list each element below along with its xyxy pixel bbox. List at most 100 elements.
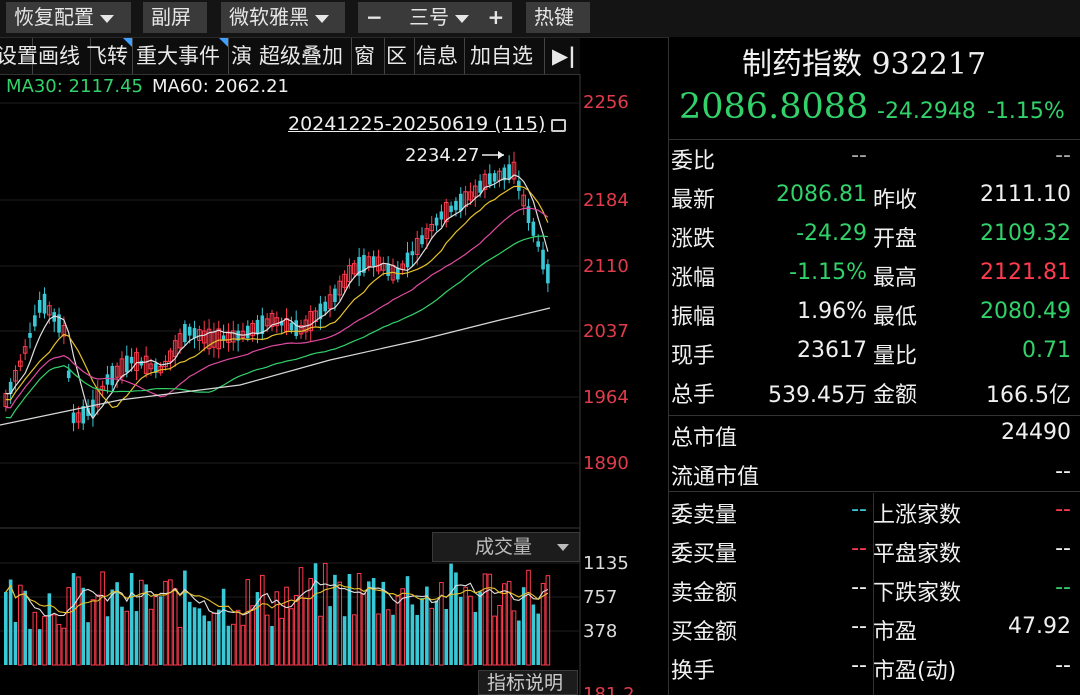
tab-add-watchlist[interactable]: 加自选 bbox=[470, 38, 545, 74]
stat-label: 最新 bbox=[671, 188, 716, 213]
candle-body bbox=[488, 173, 492, 185]
volume-bar bbox=[71, 573, 76, 665]
volume-bar bbox=[139, 579, 144, 666]
tab-flip[interactable]: 飞转 bbox=[86, 38, 133, 74]
candle-body bbox=[298, 325, 304, 335]
stat-value: 2086.81 bbox=[776, 182, 867, 207]
candle-body bbox=[337, 280, 343, 296]
lock-icon[interactable] bbox=[551, 119, 567, 132]
indicator-help-button[interactable]: 指标说明 bbox=[478, 670, 578, 695]
candle-body bbox=[318, 303, 323, 320]
volume-bar bbox=[463, 586, 468, 666]
volume-bar bbox=[439, 582, 444, 666]
volume-bar bbox=[177, 626, 183, 666]
candle-body bbox=[18, 360, 23, 367]
volume-bar bbox=[274, 591, 280, 666]
volume-bar bbox=[405, 576, 410, 665]
volume-bar bbox=[260, 574, 265, 666]
candle-body bbox=[323, 301, 328, 312]
stat-label: 最低 bbox=[873, 305, 918, 330]
volume-bar bbox=[163, 580, 168, 666]
candle-body bbox=[429, 223, 435, 232]
quote-panel: 制药指数 932217 2086.8088 -24.2948 -1.15% 委比… bbox=[668, 37, 1080, 695]
restore-config-dropdown[interactable]: 恢复配置 bbox=[6, 2, 131, 33]
volume-bar bbox=[333, 574, 337, 665]
volume-bar bbox=[400, 588, 405, 666]
candle-body bbox=[206, 328, 212, 350]
volume-average-lines bbox=[5, 579, 549, 617]
tab-info[interactable]: 信息 bbox=[416, 38, 465, 74]
candle-body bbox=[531, 221, 536, 236]
stat-label: 开盘 bbox=[873, 227, 918, 252]
tab-zone[interactable]: 区 bbox=[386, 38, 415, 74]
date-range-label[interactable]: 20241225-20250619 (115) bbox=[288, 113, 567, 135]
font-size-label[interactable]: 三号 bbox=[409, 5, 450, 29]
font-size-control: − 三号 + bbox=[358, 2, 512, 33]
top-toolbar: 恢复配置 副屏 微软雅黑 − 三号 + 热键 bbox=[0, 0, 1080, 38]
tab-super-overlay[interactable]: 超级叠加 bbox=[259, 38, 352, 74]
candle-body bbox=[443, 201, 449, 223]
tab-major-events[interactable]: 重大事件 bbox=[136, 38, 229, 74]
tab-draw-line[interactable]: 画线 bbox=[38, 38, 91, 74]
tab-demo[interactable]: 演 bbox=[231, 44, 252, 68]
volume-bar bbox=[351, 614, 357, 666]
candle-body bbox=[148, 363, 154, 370]
candle-body bbox=[221, 335, 226, 341]
tab-settings[interactable]: 设置 bbox=[0, 38, 38, 74]
candle-body bbox=[52, 312, 56, 322]
collapse-panel-icon[interactable]: ▶| bbox=[552, 44, 576, 68]
hotkey-button[interactable]: 热键 bbox=[526, 2, 590, 33]
volume-bar bbox=[415, 614, 419, 665]
volume-bar bbox=[381, 581, 386, 665]
tab-window[interactable]: 窗 bbox=[354, 38, 385, 74]
candle-body bbox=[376, 256, 381, 272]
candle-body bbox=[333, 288, 337, 303]
volume-bar bbox=[434, 600, 439, 665]
candle-body bbox=[342, 273, 347, 288]
volume-bar bbox=[37, 629, 42, 665]
font-dropdown[interactable]: 微软雅黑 bbox=[221, 2, 345, 33]
volume-bar bbox=[478, 591, 482, 665]
volume-bar bbox=[293, 594, 299, 666]
font-plus-button[interactable]: + bbox=[487, 5, 505, 29]
breadth-value: -- bbox=[851, 497, 867, 522]
candle-body bbox=[71, 412, 76, 424]
ma20-line bbox=[5, 207, 549, 409]
stat-value: 2121.81 bbox=[980, 260, 1071, 285]
volume-bar bbox=[371, 578, 376, 665]
volume-indicator-dropdown[interactable]: 成交量 bbox=[432, 532, 580, 562]
restore-config-label: 恢复配置 bbox=[14, 5, 94, 29]
candle-body bbox=[172, 340, 178, 357]
new-badge-icon bbox=[123, 38, 132, 47]
float-mv-label: 流通市值 bbox=[671, 465, 760, 490]
candle-body bbox=[507, 164, 511, 180]
volume-ma5-line bbox=[5, 579, 549, 617]
volume-bar bbox=[211, 612, 217, 666]
candle-body bbox=[105, 374, 110, 385]
sub-screen-button[interactable]: 副屏 bbox=[143, 2, 207, 33]
volume-bar bbox=[322, 562, 328, 666]
volume-bar bbox=[76, 576, 81, 666]
volume-bar bbox=[23, 590, 27, 665]
volume-bar bbox=[144, 584, 148, 665]
volume-bar bbox=[95, 594, 101, 666]
kline-chart[interactable] bbox=[0, 74, 668, 695]
candle-body bbox=[371, 256, 376, 266]
font-minus-button[interactable]: − bbox=[366, 5, 383, 29]
volume-bar bbox=[18, 584, 23, 666]
candle-body bbox=[22, 346, 28, 354]
candle-body bbox=[478, 180, 482, 193]
candle-body bbox=[289, 322, 294, 331]
candle-body bbox=[192, 328, 197, 339]
volume-bar bbox=[187, 601, 192, 665]
candle-body bbox=[362, 255, 366, 273]
stat-label: 最高 bbox=[873, 266, 918, 291]
chevron-down-icon[interactable] bbox=[455, 14, 470, 23]
volume-tick-cut: 181.2 bbox=[583, 684, 635, 695]
chart-tab-bar: 设置 画线 飞转 重大事件 演 超级叠加 窗 区 信息 加自选 ▶| bbox=[0, 38, 580, 75]
price-tick: 2256 bbox=[583, 92, 629, 113]
candle-body bbox=[8, 381, 13, 394]
total-mv-label: 总市值 bbox=[671, 426, 738, 451]
volume-bar bbox=[66, 587, 72, 666]
volume-bar bbox=[454, 572, 458, 665]
